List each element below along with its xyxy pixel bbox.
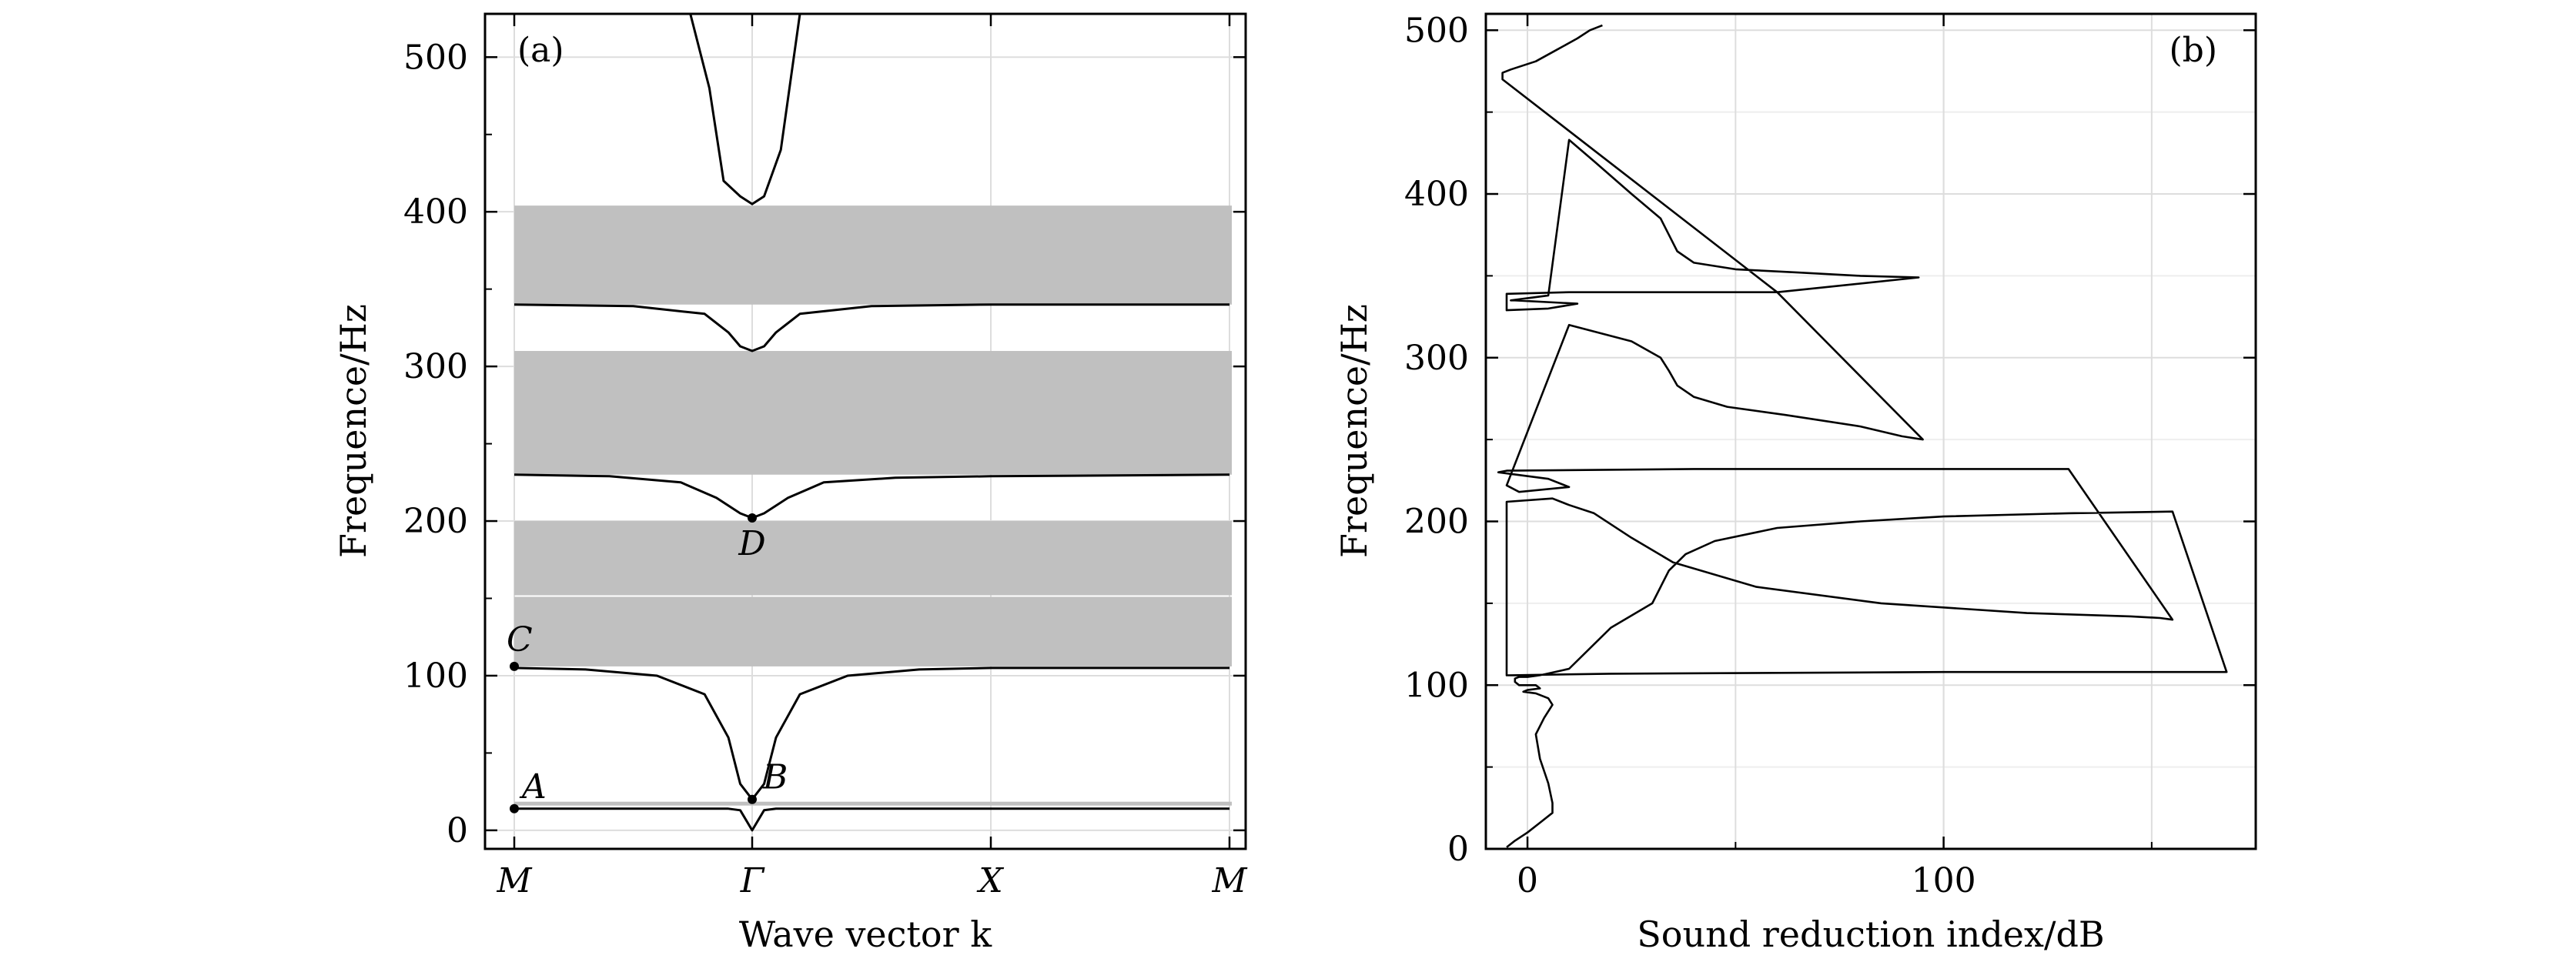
- panel-b-y-tick-label: 200: [1404, 503, 1469, 542]
- band-gap: [514, 596, 1232, 666]
- panel-a-x-tick-label: X: [976, 861, 1004, 900]
- point-label-D: D: [738, 524, 765, 563]
- panel-a-y-tick-label: 400: [403, 192, 468, 232]
- panel-a-frame: [483, 12, 1247, 850]
- panel-b-sound-reduction-curve: [1497, 24, 2228, 848]
- panel-a-y-tick-label: 300: [403, 347, 468, 386]
- panel-a-ticks: 0 100 200 300 400 500 M Γ X M: [403, 14, 1247, 900]
- panel-b-y-tick-label: 300: [1404, 339, 1469, 378]
- panel-b-y-axis-title: Frequence/Hz: [1333, 304, 1375, 558]
- point-label-C: C: [507, 620, 533, 660]
- dispersion-curve: [514, 807, 1229, 832]
- band-gap: [514, 351, 1232, 475]
- panel-b-y-tick-label: 0: [1447, 830, 1469, 869]
- panel-a-tag: (a): [517, 31, 564, 70]
- dispersion-curve: [514, 666, 1229, 801]
- dispersion-curve: [689, 13, 801, 205]
- panel-b-ticks: 0 100 200 300 400 500 0 100: [1404, 11, 2256, 900]
- panel-a-marked-points: A B C D: [507, 513, 788, 813]
- panel-b-y-tick-label: 100: [1404, 666, 1469, 705]
- sound-reduction-curve: [1497, 24, 2228, 848]
- panel-a-x-tick-label: M: [1211, 861, 1247, 900]
- panel-b-tag: (b): [2170, 31, 2218, 70]
- panel-b-y-tick-label: 400: [1404, 175, 1469, 214]
- band-gap: [514, 521, 1232, 596]
- panel-a-dispersion-curves: [514, 13, 1230, 832]
- point-B: [748, 794, 757, 804]
- panel-b-x-tick-label: 0: [1517, 861, 1538, 900]
- panel-b-grid: [1486, 14, 2256, 850]
- panel-b-y-tick-label: 500: [1404, 11, 1469, 50]
- band-gap: [514, 801, 1232, 806]
- panel-b: 0 100 200 300 400 500 0 100 (b) Sound reduction…: [1333, 11, 2257, 955]
- panel-a-x-axis-title: Wave vector k: [739, 914, 992, 955]
- panel-b-x-axis-title: Sound reduction index/dB: [1637, 914, 2104, 955]
- panel-b-x-tick-label: 100: [1912, 861, 1976, 900]
- panel-a-x-tick-label: M: [496, 861, 532, 900]
- point-C: [510, 661, 519, 671]
- panel-a-y-tick-label: 0: [447, 811, 468, 850]
- panel-a-y-tick-label: 500: [403, 38, 468, 77]
- panel-a-band-gaps: [514, 205, 1232, 806]
- panel-b-frame: [1484, 12, 2257, 850]
- panel-a: A B C D 0 100 200 300 400 500 M Γ X M (a) Wave vecto…: [333, 12, 1247, 955]
- panel-a-y-axis-title: Frequence/Hz: [333, 304, 374, 558]
- dispersion-curve: [514, 303, 1229, 352]
- panel-a-y-tick-label: 100: [403, 656, 468, 696]
- point-A: [510, 803, 519, 813]
- dispersion-curve: [514, 473, 1230, 519]
- panel-a-y-tick-label: 200: [403, 502, 468, 541]
- point-label-B: B: [762, 758, 788, 797]
- panel-a-x-tick-label: Γ: [740, 861, 765, 900]
- point-D: [748, 513, 757, 523]
- point-label-A: A: [519, 767, 547, 807]
- band-gap: [514, 205, 1232, 305]
